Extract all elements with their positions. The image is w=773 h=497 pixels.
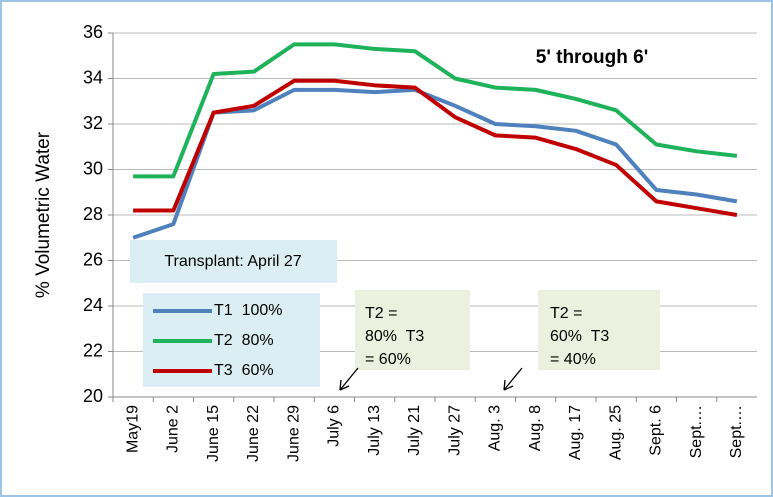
- annotation-text: 60% T3: [550, 328, 609, 345]
- series-line: [132, 87, 738, 240]
- y-tick-label: 22: [83, 340, 103, 360]
- arrow-head: [503, 379, 514, 391]
- chart-title: 5' through 6': [536, 47, 648, 68]
- legend-label: T2 80%: [214, 332, 274, 349]
- x-tick-label: Sept.…: [688, 405, 705, 458]
- x-tick-label: June 22: [245, 405, 262, 462]
- x-tick-label: Aug. 8: [527, 405, 544, 451]
- x-tick-label: Aug. 3: [487, 405, 504, 451]
- x-tick-label: Aug. 25: [607, 405, 624, 460]
- y-tick-label: 32: [83, 113, 103, 133]
- annotation-box: [538, 290, 660, 370]
- annotation-text: T2 =: [550, 305, 582, 322]
- x-tick-label: July 13: [366, 405, 383, 456]
- arrow: [503, 367, 523, 391]
- annotation-text: = 40%: [550, 351, 596, 368]
- x-tick-label: July 6: [326, 405, 343, 447]
- annotation-text: = 60%: [365, 351, 411, 368]
- annotation-text: 80% T3: [365, 328, 424, 345]
- y-tick-label: 30: [83, 158, 103, 178]
- transplant-note: Transplant: April 27: [164, 253, 301, 270]
- y-tick-label: 36: [83, 22, 103, 42]
- y-tick-label: 24: [83, 295, 103, 315]
- y-tick-label: 26: [83, 249, 103, 269]
- x-tick-label: June 2: [165, 405, 182, 453]
- x-tick-label: Sept.…: [728, 405, 745, 458]
- legend-label: T3 60%: [214, 362, 274, 379]
- y-tick-label: 34: [83, 67, 103, 87]
- y-tick-label: 28: [83, 204, 103, 224]
- arrow-head: [339, 379, 350, 391]
- x-tick-label: June 15: [205, 405, 222, 462]
- annotation-text: T2 =: [365, 305, 397, 322]
- x-tick-label: Sept. 6: [648, 405, 665, 456]
- legend-label: T1 100%: [214, 302, 282, 319]
- x-tick-label: July 27: [446, 405, 463, 456]
- y-tick-label: 20: [83, 386, 103, 406]
- x-tick-label: July 21: [406, 405, 423, 456]
- transplant-box: [130, 240, 337, 283]
- series-line: [133, 78, 738, 217]
- y-axis-label: % Volumetric Water: [33, 131, 54, 298]
- arrow: [339, 367, 359, 391]
- x-tick-label: June 29: [285, 405, 302, 462]
- series-line: [133, 42, 738, 179]
- annotation-box: [355, 290, 470, 370]
- x-tick-label: Aug. 17: [567, 405, 584, 460]
- x-tick-label: May19: [124, 405, 141, 453]
